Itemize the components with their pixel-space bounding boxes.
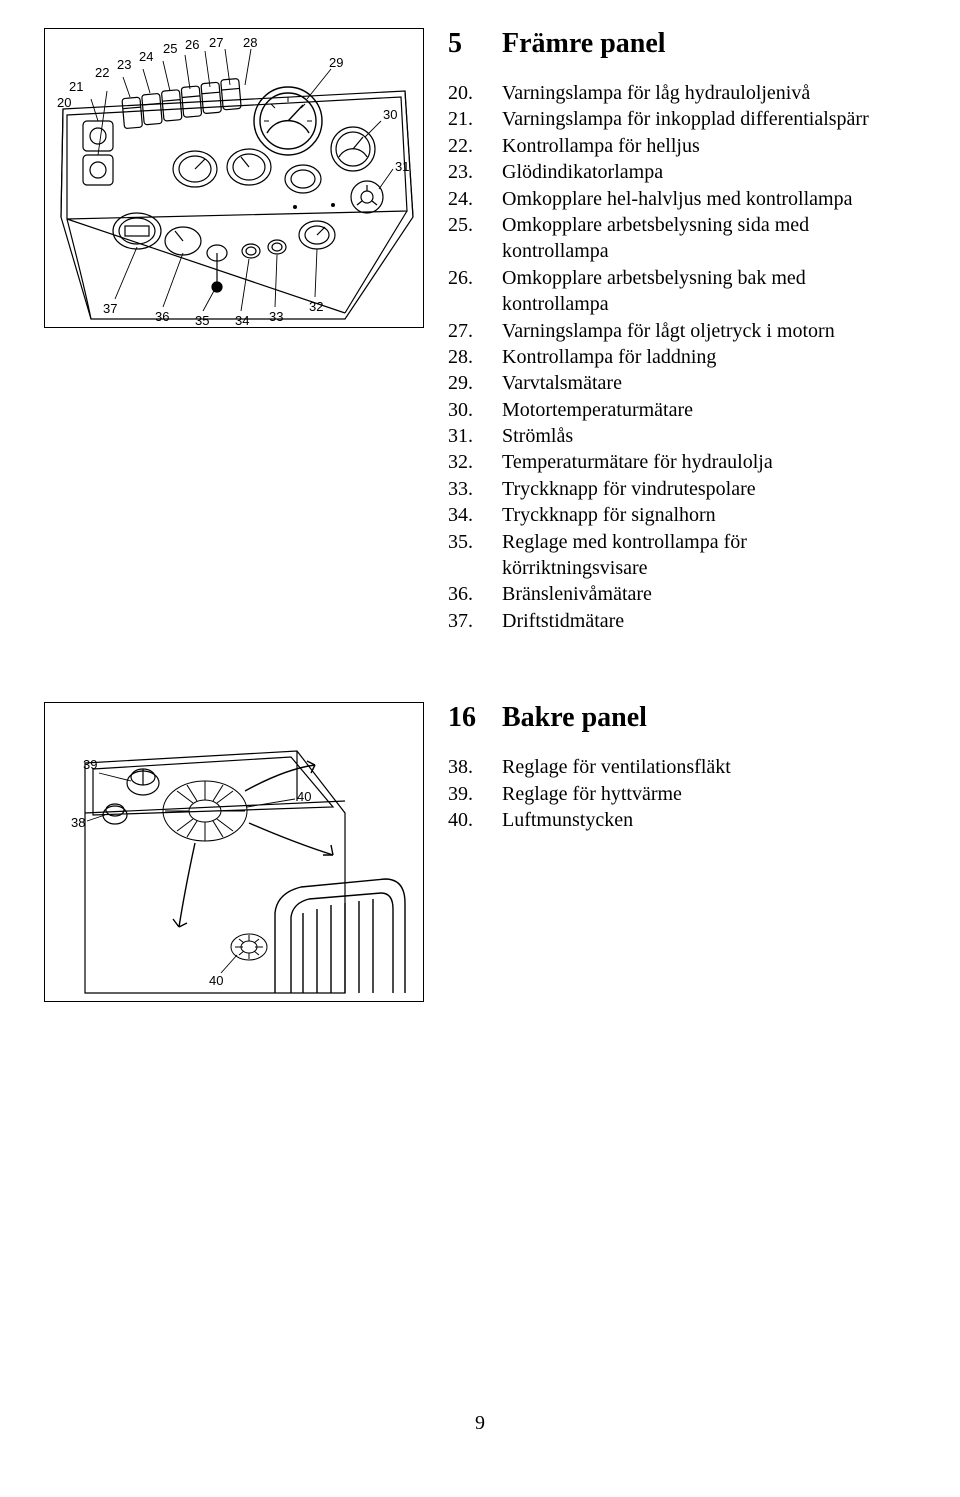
list-item-text: Omkopplare arbetsbelysning bak med kontr… (502, 265, 890, 318)
list-item-number: 21. (448, 106, 502, 132)
list-item-number: 22. (448, 133, 502, 159)
list-item: 25.Omkopplare arbetsbelysning sida med k… (448, 212, 890, 265)
list-item-text: Glödindikatorlampa (502, 159, 890, 185)
list-item-text: Driftstidmätare (502, 608, 890, 634)
list-item-number: 32. (448, 449, 502, 475)
list-item-text: Varvtalsmätare (502, 370, 890, 396)
list-item: 31.Strömlås (448, 423, 890, 449)
section1-number: 5 (448, 28, 502, 60)
list-item-number: 38. (448, 754, 502, 780)
list-item-number: 25. (448, 212, 502, 265)
list-item-text: Kontrollampa för laddning (502, 344, 890, 370)
callout-32: 32 (309, 299, 323, 314)
callout-23: 23 (117, 57, 131, 72)
list-item-number: 29. (448, 370, 502, 396)
list-item: 36.Bränslenivåmätare (448, 581, 890, 607)
section2-title: Bakre panel (502, 702, 647, 734)
list-item-text: Tryckknapp för vindrutespolare (502, 476, 890, 502)
callout-25: 25 (163, 41, 177, 56)
list-item: 33.Tryckknapp för vindrutespolare (448, 476, 890, 502)
section2-list: 38.Reglage för ventilationsfläkt39.Regla… (448, 754, 890, 833)
callout-38: 38 (71, 815, 85, 830)
list-item: 29.Varvtalsmätare (448, 370, 890, 396)
list-item-text: Varningslampa för lågt oljetryck i motor… (502, 318, 890, 344)
list-item-text: Tryckknapp för signalhorn (502, 502, 890, 528)
section2-number: 16 (448, 702, 502, 734)
callout-40b: 40 (209, 973, 223, 988)
list-item: 37.Driftstidmätare (448, 608, 890, 634)
page-number: 9 (0, 1412, 960, 1435)
callout-27: 27 (209, 35, 223, 50)
section1-title: Främre panel (502, 28, 666, 60)
callout-34: 34 (235, 313, 249, 328)
list-item-number: 33. (448, 476, 502, 502)
list-item-text: Kontrollampa för helljus (502, 133, 890, 159)
list-item-number: 27. (448, 318, 502, 344)
callout-28: 28 (243, 35, 257, 50)
list-item: 27.Varningslampa för lågt oljetryck i mo… (448, 318, 890, 344)
list-item: 28.Kontrollampa för laddning (448, 344, 890, 370)
list-item: 21.Varningslampa för inkopplad different… (448, 106, 890, 132)
list-item: 39.Reglage för hyttvärme (448, 781, 890, 807)
list-item: 20.Varningslampa för låg hydrauloljenivå (448, 80, 890, 106)
list-item-number: 26. (448, 265, 502, 318)
list-item-number: 37. (448, 608, 502, 634)
list-item: 22.Kontrollampa för helljus (448, 133, 890, 159)
callout-31: 31 (395, 159, 409, 174)
list-item-number: 35. (448, 529, 502, 582)
list-item-number: 39. (448, 781, 502, 807)
list-item: 32.Temperaturmätare för hydraulolja (448, 449, 890, 475)
callout-24: 24 (139, 49, 153, 64)
list-item-number: 23. (448, 159, 502, 185)
figure-rear-panel: 39 38 40 40 (44, 702, 424, 1002)
list-item: 40.Luftmunstycken (448, 807, 890, 833)
callout-40a: 40 (297, 789, 311, 804)
list-item-text: Varningslampa för låg hydrauloljenivå (502, 80, 890, 106)
list-item-number: 30. (448, 397, 502, 423)
list-item-number: 28. (448, 344, 502, 370)
list-item: 26.Omkopplare arbetsbelysning bak med ko… (448, 265, 890, 318)
callout-39: 39 (83, 757, 97, 772)
list-item-number: 24. (448, 186, 502, 212)
list-item: 38.Reglage för ventilationsfläkt (448, 754, 890, 780)
list-item-text: Temperaturmätare för hydraulolja (502, 449, 890, 475)
list-item-text: Omkopplare hel-halvljus med kontrollampa (502, 186, 890, 212)
callout-35: 35 (195, 313, 209, 328)
list-item-text: Bränslenivåmätare (502, 581, 890, 607)
callout-36: 36 (155, 309, 169, 324)
list-item-number: 40. (448, 807, 502, 833)
callout-37: 37 (103, 301, 117, 316)
list-item-text: Reglage för hyttvärme (502, 781, 890, 807)
callout-21: 21 (69, 79, 83, 94)
callout-33: 33 (269, 309, 283, 324)
list-item-text: Varningslampa för inkopplad differential… (502, 106, 890, 132)
list-item-text: Reglage med kontrollampa för körriktning… (502, 529, 890, 582)
list-item: 23.Glödindikatorlampa (448, 159, 890, 185)
list-item-text: Luftmunstycken (502, 807, 890, 833)
list-item-number: 31. (448, 423, 502, 449)
list-item-text: Strömlås (502, 423, 890, 449)
list-item: 35.Reglage med kontrollampa för körriktn… (448, 529, 890, 582)
list-item-number: 34. (448, 502, 502, 528)
list-item: 30.Motortemperaturmätare (448, 397, 890, 423)
callout-29: 29 (329, 55, 343, 70)
callout-30: 30 (383, 107, 397, 122)
list-item-text: Reglage för ventilationsfläkt (502, 754, 890, 780)
list-item-text: Motortemperaturmätare (502, 397, 890, 423)
figure-front-panel: 20 21 22 23 24 25 26 27 28 29 30 31 37 3… (44, 28, 424, 328)
callout-26: 26 (185, 37, 199, 52)
list-item: 24.Omkopplare hel-halvljus med kontrolla… (448, 186, 890, 212)
list-item: 34.Tryckknapp för signalhorn (448, 502, 890, 528)
callout-22: 22 (95, 65, 109, 80)
list-item-number: 20. (448, 80, 502, 106)
callout-20: 20 (57, 95, 71, 110)
section1-list: 20.Varningslampa för låg hydrauloljenivå… (448, 80, 890, 634)
list-item-number: 36. (448, 581, 502, 607)
list-item-text: Omkopplare arbetsbelysning sida med kont… (502, 212, 890, 265)
